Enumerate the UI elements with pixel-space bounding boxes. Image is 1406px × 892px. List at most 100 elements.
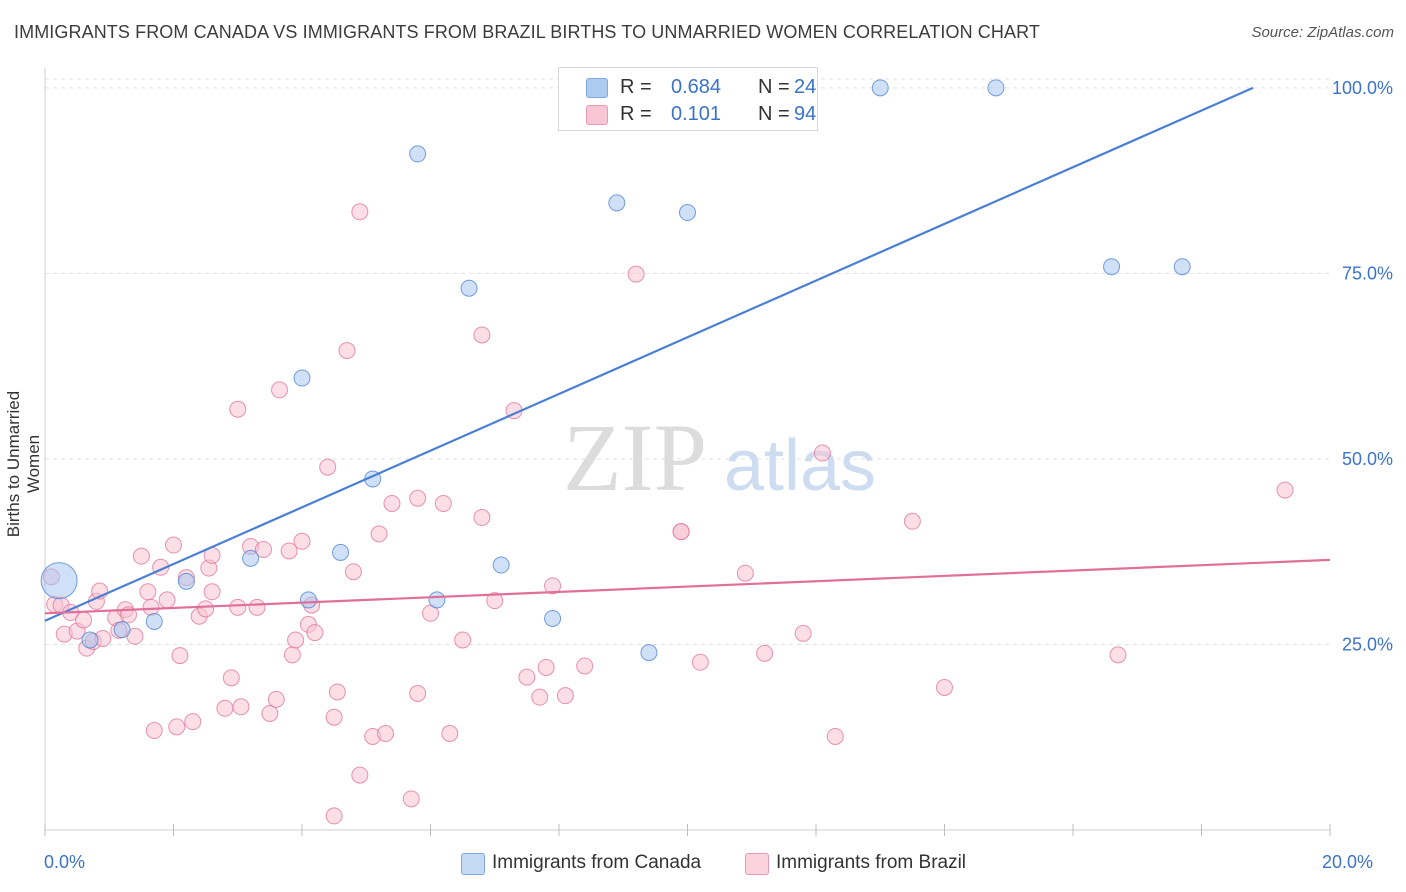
canada-swatch bbox=[586, 78, 608, 98]
brazil-point bbox=[351, 766, 369, 784]
brazil-point bbox=[1109, 646, 1127, 664]
brazil-point bbox=[254, 540, 272, 558]
brazil-point bbox=[1276, 481, 1294, 499]
brazil-point bbox=[280, 542, 298, 560]
brazil-point bbox=[232, 698, 250, 716]
brazil-point bbox=[197, 600, 215, 618]
brazil-point bbox=[813, 444, 831, 462]
canada-point bbox=[428, 591, 446, 609]
brazil-point bbox=[576, 657, 594, 675]
canada-point bbox=[81, 631, 99, 649]
axes bbox=[44, 68, 1331, 836]
brazil-point bbox=[75, 611, 93, 629]
canada-point bbox=[492, 556, 510, 574]
canada-point bbox=[40, 562, 78, 600]
brazil-point bbox=[165, 536, 182, 554]
n-value: 24 bbox=[794, 76, 817, 98]
canada-point bbox=[679, 204, 696, 222]
brazil-point bbox=[627, 265, 645, 283]
brazil-swatch bbox=[586, 105, 608, 125]
canada-point bbox=[332, 543, 350, 561]
r-value: 0.101 bbox=[670, 103, 722, 125]
brazil-point bbox=[383, 494, 401, 512]
brazil-point bbox=[283, 646, 301, 664]
canada-point bbox=[1173, 258, 1191, 276]
y-tick-label: 100.0% bbox=[1332, 78, 1393, 98]
brazil-point bbox=[171, 647, 189, 665]
brazil-point bbox=[672, 523, 690, 541]
r-value: 0.684 bbox=[670, 76, 722, 98]
watermark-zip: ZIP bbox=[563, 404, 707, 511]
canada-trend-line bbox=[44, 86, 1254, 622]
y-axis-label: Births to Unmarried Women bbox=[4, 390, 43, 538]
brazil-point bbox=[434, 494, 452, 512]
brazil-point bbox=[544, 577, 562, 595]
brazil-point bbox=[344, 563, 362, 581]
brazil-point bbox=[409, 684, 427, 702]
brazil-point bbox=[306, 624, 324, 642]
brazil-point bbox=[794, 624, 812, 642]
brazil-point bbox=[473, 509, 491, 527]
canada-point bbox=[409, 145, 427, 163]
brazil-point bbox=[222, 669, 240, 687]
brazil-point bbox=[351, 203, 369, 221]
trend-lines bbox=[44, 86, 1331, 622]
canada-point bbox=[177, 572, 195, 590]
brazil-point bbox=[229, 598, 247, 616]
legend-swatch-canada bbox=[461, 853, 485, 875]
chart-title: IMMIGRANTS FROM CANADA VS IMMIGRANTS FRO… bbox=[14, 22, 1040, 42]
brazil-point bbox=[229, 400, 247, 418]
n-value: 94 bbox=[794, 103, 817, 125]
legend-label-canada: Immigrants from Canada bbox=[492, 852, 702, 873]
canada-point bbox=[299, 591, 317, 609]
brazil-point bbox=[402, 790, 420, 808]
y-tick-labels: 25.0% 50.0% 75.0% 100.0% bbox=[1332, 78, 1393, 655]
brazil-point bbox=[139, 583, 157, 601]
brazil-point bbox=[158, 591, 176, 609]
brazil-point bbox=[271, 381, 289, 399]
canada-point bbox=[293, 369, 311, 387]
brazil-point bbox=[473, 326, 491, 344]
brazil-point bbox=[486, 592, 504, 610]
watermark: ZIP atlas bbox=[563, 404, 876, 511]
brazil-point bbox=[216, 699, 234, 717]
canada-point bbox=[987, 79, 1005, 97]
canada-point bbox=[608, 194, 626, 212]
canada-point bbox=[544, 609, 562, 627]
r-label: R = bbox=[620, 76, 652, 98]
brazil-point bbox=[936, 679, 953, 697]
brazil-point bbox=[756, 644, 774, 662]
n-label: N = bbox=[758, 103, 790, 125]
brazil-point bbox=[293, 532, 311, 550]
correlation-stats-box: R = 0.684 N = 24 R = 0.101 N = 94 bbox=[558, 67, 818, 131]
brazil-point bbox=[338, 342, 356, 360]
brazil-point bbox=[145, 722, 163, 740]
canada-point bbox=[113, 621, 131, 639]
brazil-point bbox=[377, 725, 395, 743]
brazil-point bbox=[903, 512, 921, 530]
brazil-point bbox=[325, 708, 343, 726]
brazil-point bbox=[325, 807, 343, 825]
brazil-point bbox=[203, 583, 221, 601]
brazil-point bbox=[736, 564, 754, 582]
watermark-atlas: atlas bbox=[724, 426, 876, 506]
brazil-point bbox=[142, 598, 160, 616]
brazil-point bbox=[691, 653, 709, 671]
brazil-point bbox=[531, 688, 549, 706]
chart-source: Source: ZipAtlas.com bbox=[1251, 24, 1394, 41]
brazil-point bbox=[826, 727, 844, 745]
brazil-point bbox=[537, 658, 555, 676]
y-tick-label: 25.0% bbox=[1342, 634, 1393, 654]
grid-lines bbox=[45, 78, 1332, 645]
canada-point bbox=[640, 644, 658, 662]
legend-swatch-brazil bbox=[745, 853, 769, 875]
x-tick-label-min: 0.0% bbox=[44, 852, 86, 872]
canada-point bbox=[871, 79, 889, 97]
brazil-point bbox=[168, 718, 186, 736]
y-tick-label: 75.0% bbox=[1342, 263, 1393, 283]
brazil-point bbox=[556, 687, 574, 705]
data-points bbox=[40, 79, 1294, 825]
brazil-point bbox=[441, 725, 459, 743]
r-label: R = bbox=[620, 103, 652, 125]
